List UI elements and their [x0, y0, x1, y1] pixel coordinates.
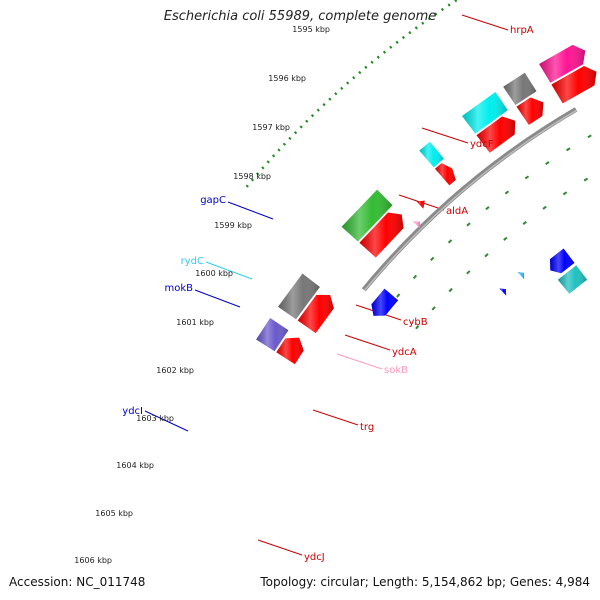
- gene-label-gapC: gapC: [200, 195, 226, 206]
- gene-feature-shade: [341, 189, 393, 242]
- gene-feature-shade: [297, 294, 334, 334]
- ruler-tick-label: 1599 kbp: [214, 221, 252, 230]
- genome-title: Escherichia coli 55989, complete genome: [163, 9, 437, 24]
- ruler-tick-label: 1606 kbp: [74, 556, 112, 565]
- gene-feature-shade: [435, 163, 456, 186]
- gene-label-ydcF: ydcF: [470, 139, 494, 150]
- label-leader-line: [257, 539, 303, 556]
- strand-ticks-outer: [413, 169, 600, 332]
- accession-label: Accession: NC_011748: [9, 575, 146, 589]
- gene-label-ydcA: ydcA: [392, 347, 417, 358]
- gene-label-aldA: aldA: [446, 206, 468, 217]
- ruler-tick-label: 1596 kbp: [268, 74, 306, 83]
- label-leader-line: [461, 14, 509, 31]
- gene-label-cybB: cybB: [403, 317, 428, 328]
- genome-summary: Topology: circular; Length: 5,154,862 bp…: [260, 575, 590, 589]
- label-leader-line: [344, 334, 391, 351]
- ruler-tick-label: 1601 kbp: [176, 318, 214, 327]
- gene-feature-shade: [371, 288, 399, 316]
- ruler-tick-label: 1603 kbp: [136, 414, 174, 423]
- genome-backbone-highlight: [364, 109, 577, 291]
- gene-feature-shade: [276, 337, 304, 365]
- gene-feature-shade: [503, 72, 537, 105]
- ruler-tick-label: 1597 kbp: [252, 123, 290, 132]
- gene-feature-shade: [416, 200, 425, 209]
- gene-label-sokB: sokB: [384, 365, 408, 376]
- label-leader-line: [144, 410, 189, 432]
- gene-feature-shade: [278, 273, 320, 320]
- gene-feature-shade: [462, 92, 508, 134]
- ruler-tick-label: 1604 kbp: [116, 461, 154, 470]
- gene-feature-shade: [557, 265, 588, 294]
- gene-feature-shade: [499, 288, 507, 296]
- gene-label-ydcJ: ydcJ: [304, 552, 325, 563]
- gene-feature-shade: [516, 97, 544, 125]
- label-leader-line: [227, 201, 274, 220]
- gene-label-rydC: rydC: [181, 256, 204, 267]
- gene-label-mokB: mokB: [164, 283, 193, 294]
- gene-feature-shade: [256, 318, 289, 352]
- gene-feature-shade: [476, 116, 516, 153]
- gene-feature-shade: [413, 221, 421, 229]
- gene-feature-shade: [359, 212, 404, 258]
- ruler-tick-label: 1600 kbp: [195, 269, 233, 278]
- ruler-tick-label: 1595 kbp: [292, 25, 330, 34]
- gene-feature-shade: [539, 44, 586, 83]
- gene-feature-shade: [517, 271, 525, 280]
- ruler-tick-label: 1605 kbp: [95, 509, 133, 518]
- label-leader-line: [336, 353, 383, 370]
- gene-label-ydcI: ydcI: [122, 406, 143, 417]
- label-leader-line: [205, 261, 253, 280]
- gene-feature-shade: [551, 66, 597, 104]
- gene-label-trg: trg: [360, 422, 374, 433]
- ruler-dots: [242, 0, 460, 192]
- label-leader-line: [194, 289, 241, 308]
- ruler-tick-label: 1602 kbp: [156, 366, 194, 375]
- gene-label-hrpA: hrpA: [510, 25, 534, 36]
- ruler-tick-label: 1598 kbp: [233, 172, 271, 181]
- gene-feature-shade: [419, 141, 444, 168]
- gene-feature-shade: [550, 248, 575, 274]
- genome-backbone: [361, 107, 578, 292]
- label-leader-line: [421, 127, 469, 144]
- label-leader-line: [312, 409, 359, 426]
